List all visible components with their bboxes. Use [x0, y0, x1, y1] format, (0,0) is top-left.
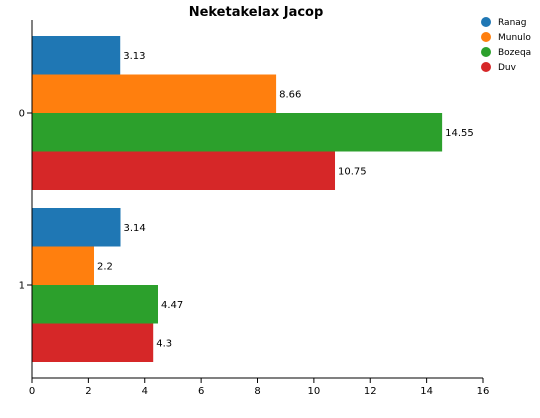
x-tick-label: 0 — [29, 386, 35, 397]
bar-munulo-1 — [32, 246, 95, 285]
legend-marker — [481, 32, 491, 42]
data-label: 2.2 — [97, 261, 113, 272]
bar-bozeqa-0 — [32, 113, 443, 152]
x-tick-label: 10 — [308, 386, 321, 397]
x-tick-label: 12 — [364, 386, 377, 397]
data-label: 10.75 — [338, 166, 367, 177]
bar-duv-1 — [32, 323, 154, 362]
legend-label: Duv — [498, 63, 517, 73]
x-tick-label: 4 — [142, 386, 148, 397]
legend-marker — [481, 47, 491, 57]
x-tick-label: 6 — [198, 386, 204, 397]
legend-label: Bozeqa — [498, 48, 531, 58]
legend: Ranag Munulo Bozeqa Duv — [481, 17, 531, 73]
x-tick-label: 2 — [85, 386, 91, 397]
x-tick-label: 16 — [477, 386, 490, 397]
data-label: 3.13 — [123, 51, 145, 62]
legend-label: Ranag — [498, 18, 527, 28]
y-tick-label: 0 — [19, 109, 25, 120]
chart-title: Neketakelax Jacop — [189, 5, 324, 20]
bar-ranag-0 — [32, 36, 121, 75]
data-label: 8.66 — [279, 89, 301, 100]
legend-marker — [481, 62, 491, 72]
bar-ranag-1 — [32, 208, 121, 247]
bar-duv-0 — [32, 151, 336, 190]
legend-label: Munulo — [498, 33, 531, 43]
data-label: 4.3 — [156, 338, 172, 349]
bar-bozeqa-1 — [32, 285, 158, 324]
data-label: 14.55 — [445, 128, 474, 139]
x-tick-label: 14 — [420, 386, 433, 397]
legend-marker — [481, 17, 491, 27]
data-label: 3.14 — [124, 223, 146, 234]
data-label: 4.47 — [161, 300, 183, 311]
x-tick-label: 8 — [254, 386, 260, 397]
y-tick-label: 1 — [19, 281, 25, 292]
bar-munulo-0 — [32, 74, 277, 113]
